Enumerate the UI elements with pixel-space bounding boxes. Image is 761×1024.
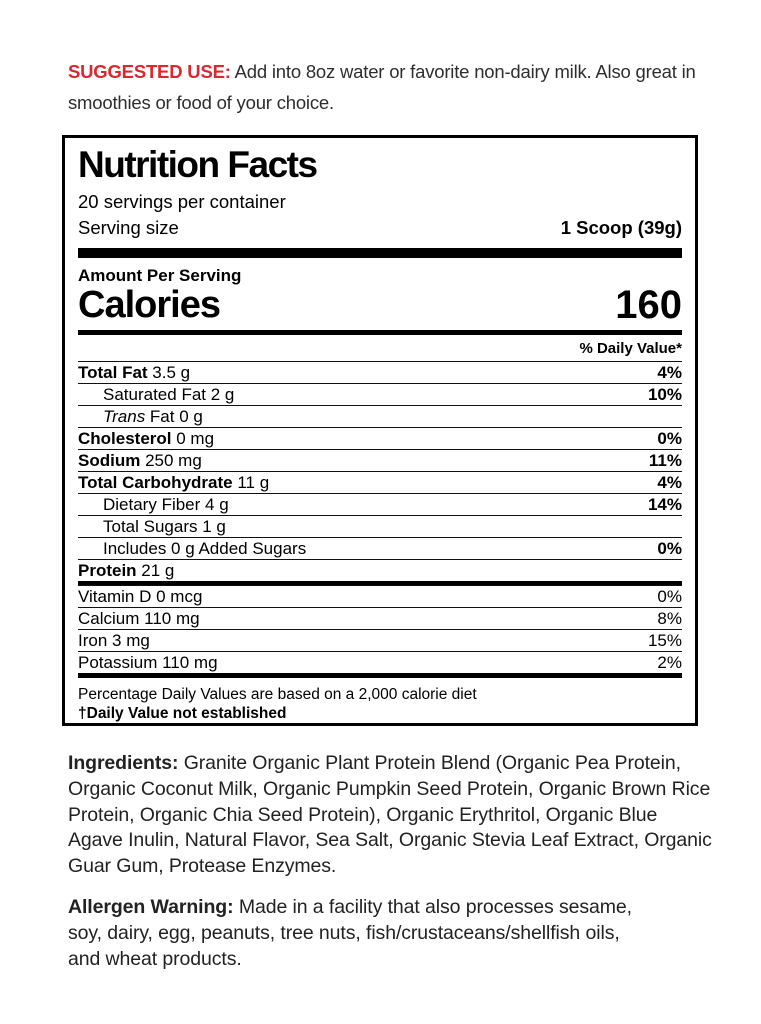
daily-value: 11% [648, 450, 682, 470]
nutrient-name: Cholesterol 0 mg [78, 428, 215, 448]
suggested-use: SUGGESTED USE: Add into 8oz water or fav… [68, 56, 732, 118]
nutrition-facts-title: Nutrition Facts [78, 144, 318, 185]
nutrient-name: Dietary Fiber 4 g [103, 494, 229, 514]
nutrient-row-total-carbohydrate: Total Carbohydrate 11 g 4% [78, 471, 682, 493]
nutrient-row-protein: Protein 21 g [78, 559, 682, 581]
medium-divider-calories [78, 330, 682, 335]
allergen-line2: soy, dairy, egg, peanuts, tree nuts, fis… [68, 921, 620, 944]
allergen-line3: and wheat products. [68, 947, 242, 970]
nutrient-row-added-sugars: Includes 0 g Added Sugars 0% [78, 537, 682, 559]
nutrient-row-calcium: Calcium 110 mg 8% [78, 607, 682, 629]
serving-size-value: 1 Scoop (39g) [560, 217, 682, 238]
nutrient-row-total-sugars: Total Sugars 1 g [78, 515, 682, 537]
nutrient-row-iron: Iron 3 mg 15% [78, 629, 682, 651]
daily-value: 14% [647, 494, 682, 514]
daily-value: 2% [657, 652, 682, 672]
calories-row: Calories 160 [78, 283, 682, 327]
daily-value: 15% [647, 630, 682, 650]
footnote-line2: †Daily Value not established [78, 705, 287, 722]
nutrient-row-trans-fat: Trans Fat 0 g [78, 405, 682, 427]
calories-value: 160 [615, 283, 682, 327]
nutrient-name: Total Carbohydrate 11 g [78, 472, 270, 492]
daily-value-header: % Daily Value* [579, 340, 682, 357]
allergen-paragraph: Allergen Warning: Made in a facility tha… [68, 895, 712, 972]
allergen-line1: Allergen Warning: Made in a facility tha… [68, 896, 632, 918]
ingredients-paragraph: Ingredients: Granite Organic Plant Prote… [68, 751, 712, 880]
nutrition-facts-panel: Nutrition Facts 20 servings per containe… [62, 135, 698, 726]
nutrient-name: Total Sugars 1 g [103, 516, 226, 536]
daily-value: 0% [657, 538, 682, 558]
serving-size-label: Serving size [78, 217, 179, 238]
daily-value: 0% [657, 428, 682, 448]
nutrient-name: Total Fat 3.5 g [78, 362, 191, 382]
footnote: Percentage Daily Values are based on a 2… [78, 678, 682, 723]
serving-size-row: Serving size 1 Scoop (39g) [78, 217, 682, 239]
nutrient-name: Protein 21 g [78, 560, 175, 580]
footnote-line1: Percentage Daily Values are based on a 2… [78, 686, 477, 703]
thick-divider-protein [78, 581, 682, 585]
calories-label: Calories [78, 284, 221, 326]
nutrient-row-dietary-fiber: Dietary Fiber 4 g 14% [78, 493, 682, 515]
nutrient-row-total-fat: Total Fat 3.5 g 4% [78, 361, 682, 383]
amount-per-serving-label: Amount Per Serving [78, 266, 242, 285]
daily-value: 8% [657, 608, 682, 628]
nutrient-row-vitamin-d: Vitamin D 0 mcg 0% [78, 585, 682, 607]
servings-per-container: 20 servings per container [78, 191, 286, 212]
nutrient-row-cholesterol: Cholesterol 0 mg 0% [78, 427, 682, 449]
suggested-use-text: Add into 8oz water or favorite non-dairy… [68, 61, 696, 113]
nutrient-name: Vitamin D 0 mcg [78, 586, 203, 606]
allergen-label: Allergen Warning: [68, 896, 234, 918]
thick-divider-top [78, 248, 682, 258]
daily-value: 0% [657, 586, 682, 606]
suggested-use-label: SUGGESTED USE: [68, 61, 231, 82]
nutrient-row-saturated-fat: Saturated Fat 2 g 10% [78, 383, 682, 405]
daily-value: 4% [657, 362, 682, 382]
ingredients-label: Ingredients: [68, 752, 179, 774]
nutrient-row-potassium: Potassium 110 mg 2% [78, 651, 682, 673]
daily-value: 10% [647, 384, 682, 404]
nutrient-name: Trans Fat 0 g [103, 406, 203, 426]
nutrient-name: Calcium 110 mg [78, 608, 200, 628]
thick-divider-bottom [78, 673, 682, 678]
ingredients-text: Granite Organic Plant Protein Blend (Org… [68, 752, 712, 878]
nutrient-name: Potassium 110 mg [78, 652, 218, 672]
nutrient-name: Sodium 250 mg [78, 450, 202, 470]
nutrient-name: Includes 0 g Added Sugars [103, 538, 307, 558]
nutrient-name: Iron 3 mg [78, 630, 150, 650]
daily-value: 4% [657, 472, 682, 492]
nutrient-row-sodium: Sodium 250 mg 11% [78, 449, 682, 471]
nutrient-name: Saturated Fat 2 g [103, 384, 235, 404]
